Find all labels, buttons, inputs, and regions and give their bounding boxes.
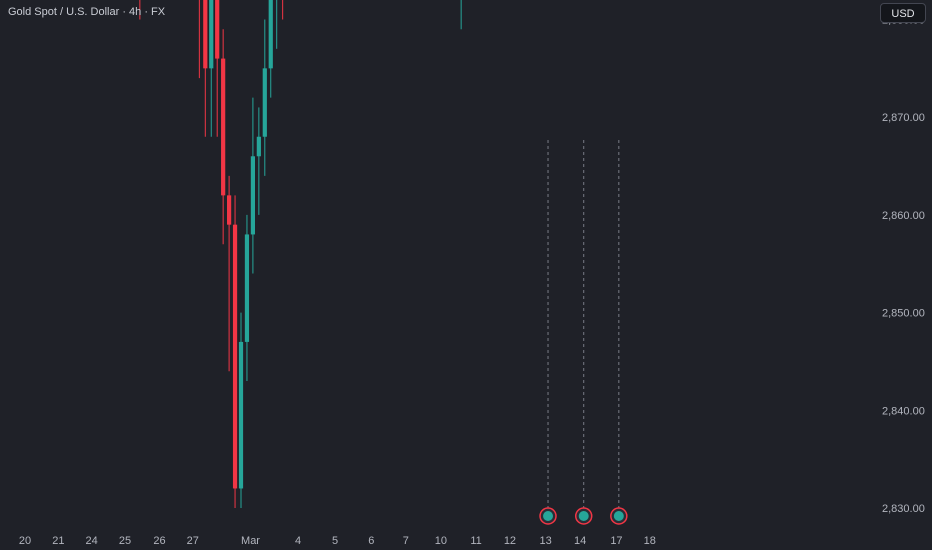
time-tick-label: 21	[52, 535, 64, 547]
candle-body	[227, 195, 232, 225]
candle	[262, 19, 267, 176]
time-tick-label: 24	[86, 535, 98, 547]
candle-body	[238, 341, 244, 489]
candle-body	[268, 0, 273, 69]
candle	[227, 175, 232, 372]
candle	[238, 312, 244, 508]
time-tick-label: 17	[610, 535, 622, 547]
candle	[209, 0, 214, 137]
time-tick-label: Mar	[241, 535, 260, 547]
candle	[203, 0, 208, 137]
candle-body	[221, 58, 226, 196]
price-tick-label: 2,850.00	[882, 308, 925, 320]
event-marker-icon[interactable]	[574, 507, 593, 525]
candle	[221, 29, 226, 245]
candle	[232, 195, 238, 508]
time-tick-label: 6	[368, 535, 374, 547]
candle-body	[256, 136, 261, 157]
time-tick-label: 18	[644, 535, 656, 547]
candle	[250, 97, 255, 274]
time-tick-label: 13	[540, 535, 552, 547]
candle	[215, 0, 220, 137]
time-tick-label: 14	[574, 535, 586, 547]
symbol-title: Gold Spot / U.S. Dollar · 4h · FX	[8, 6, 166, 18]
currency-button[interactable]: USD	[880, 3, 926, 23]
candle	[460, 0, 462, 30]
candle-body	[215, 0, 220, 59]
price-tick-label: 2,830.00	[882, 503, 925, 515]
event-markers	[539, 140, 628, 525]
candles-layer	[139, 0, 462, 508]
price-tick-label: 2,870.00	[882, 112, 925, 124]
time-tick-label: 12	[504, 535, 516, 547]
time-tick-label: 20	[19, 535, 31, 547]
candle-body	[209, 0, 214, 69]
price-tick-label: 2,860.00	[882, 210, 925, 222]
candle-body	[262, 68, 267, 137]
candle-body	[232, 224, 238, 489]
candle	[256, 107, 261, 215]
time-tick-label: 26	[153, 535, 165, 547]
time-tick-label: 4	[295, 535, 301, 547]
event-marker-icon[interactable]	[610, 507, 628, 525]
candle	[244, 214, 250, 381]
time-tick-label: 27	[187, 535, 199, 547]
price-axis[interactable]: 2,830.00 2,840.00 2,850.00 2,860.00 2,870.00…	[882, 0, 925, 516]
time-tick-label: 7	[403, 535, 409, 547]
time-tick-label: 10	[435, 535, 447, 547]
time-tick-label: 25	[119, 535, 131, 547]
price-tick-label: 2,840.00	[882, 405, 925, 417]
candle	[198, 0, 200, 79]
event-marker-icon[interactable]	[539, 507, 557, 525]
candle-body	[250, 156, 255, 235]
candle	[282, 0, 284, 20]
candle	[276, 0, 278, 49]
time-axis[interactable]: 20 21 24 25 26 27 Mar 4 5 6 7 10 11 12 13 14 17 18	[19, 535, 656, 547]
candle-body	[203, 0, 208, 69]
time-tick-label: 5	[332, 535, 338, 547]
time-tick-label: 11	[470, 535, 481, 547]
candle-body	[244, 234, 250, 342]
candle	[268, 0, 273, 98]
